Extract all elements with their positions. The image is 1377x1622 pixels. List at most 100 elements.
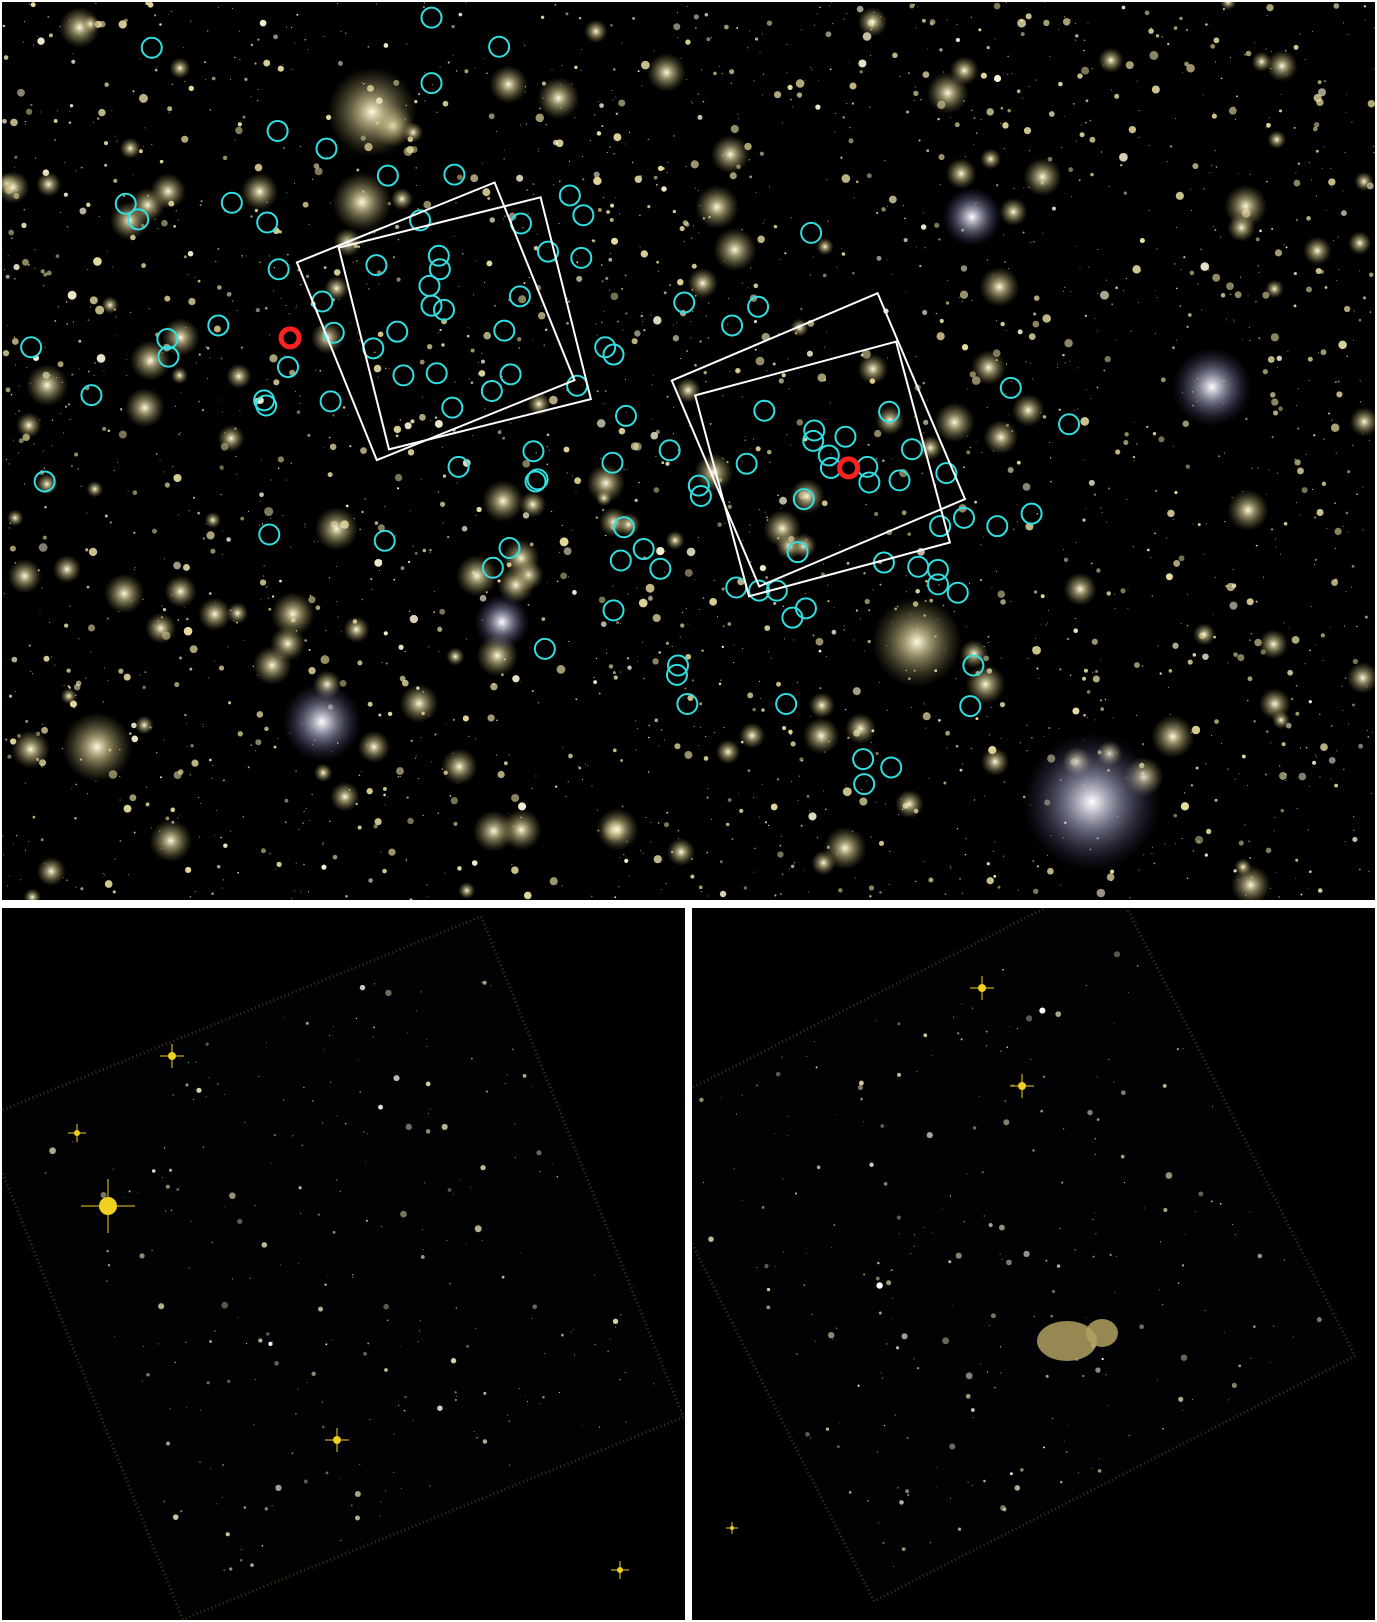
- source: [305, 808, 307, 810]
- source: [255, 739, 262, 746]
- source: [565, 796, 567, 798]
- source: [962, 300, 964, 302]
- source: [1227, 768, 1229, 770]
- source: [481, 1239, 483, 1241]
- source: [581, 49, 583, 51]
- source: [556, 1176, 559, 1178]
- source: [814, 1340, 816, 1342]
- source: [770, 657, 772, 659]
- source: [541, 304, 543, 306]
- source: [1141, 665, 1144, 667]
- source: [259, 261, 261, 264]
- source: [608, 664, 614, 669]
- source: [946, 19, 948, 21]
- source: [1305, 453, 1307, 455]
- source: [884, 803, 886, 805]
- source: [1105, 279, 1107, 281]
- source: [536, 1150, 542, 1156]
- source: [1110, 89, 1112, 91]
- source: [1338, 340, 1347, 350]
- source: [546, 463, 549, 466]
- source: [219, 465, 224, 470]
- source: [311, 793, 313, 795]
- source: [1231, 1382, 1237, 1388]
- source: [426, 1045, 428, 1048]
- source: [175, 210, 178, 212]
- source: [722, 625, 725, 627]
- source: [174, 1361, 176, 1364]
- source: [582, 178, 585, 181]
- source: [345, 32, 347, 34]
- source: [782, 726, 787, 731]
- source: [1157, 645, 1159, 647]
- source: [1295, 218, 1298, 221]
- source: [741, 1200, 743, 1202]
- source: [185, 617, 189, 621]
- source: [268, 1341, 273, 1347]
- galaxy: [999, 197, 1028, 226]
- source: [1081, 124, 1083, 126]
- source: [439, 608, 446, 615]
- source: [1083, 49, 1085, 52]
- source: [363, 1131, 365, 1133]
- source: [1274, 816, 1276, 818]
- source: [655, 183, 658, 186]
- source: [417, 1340, 419, 1343]
- source: [680, 57, 682, 59]
- source: [690, 101, 693, 103]
- source: [247, 766, 250, 769]
- source: [652, 658, 659, 665]
- source: [217, 285, 222, 290]
- source: [605, 276, 609, 281]
- source: [368, 287, 370, 290]
- source: [691, 310, 694, 313]
- source: [972, 1126, 977, 1130]
- source: [1279, 772, 1287, 780]
- source: [1169, 145, 1173, 148]
- source: [1151, 846, 1154, 848]
- source: [382, 868, 387, 874]
- source: [540, 15, 545, 20]
- source: [133, 831, 136, 834]
- source: [1146, 425, 1149, 429]
- source: [66, 226, 69, 228]
- source: [1356, 625, 1358, 628]
- source: [1020, 32, 1025, 37]
- source: [1005, 2, 1007, 4]
- source: [1058, 727, 1060, 729]
- source: [373, 352, 375, 354]
- source: [256, 711, 264, 718]
- source: [875, 458, 878, 460]
- source: [321, 1122, 324, 1124]
- source: [374, 351, 376, 353]
- source: [123, 804, 132, 813]
- source: [1295, 711, 1300, 716]
- source: [878, 840, 885, 846]
- source: [1336, 750, 1338, 752]
- source: [227, 1379, 231, 1384]
- galaxy: [789, 478, 825, 514]
- source: [488, 198, 490, 200]
- source: [275, 1484, 282, 1492]
- source: [524, 1394, 526, 1396]
- source: [782, 1251, 784, 1253]
- source: [1290, 697, 1294, 701]
- source: [1049, 55, 1051, 57]
- source: [1056, 367, 1058, 369]
- target-circle: [157, 345, 180, 368]
- source: [30, 2, 36, 8]
- source: [185, 1341, 187, 1343]
- source: [944, 893, 947, 895]
- source: [746, 47, 749, 49]
- source: [1148, 209, 1150, 211]
- source: [819, 687, 822, 690]
- source: [658, 745, 660, 747]
- source: [842, 116, 845, 119]
- target-circle: [747, 295, 770, 318]
- source: [1151, 853, 1153, 855]
- source: [50, 656, 52, 658]
- source: [426, 895, 428, 897]
- source: [1181, 1264, 1185, 1267]
- source: [299, 403, 301, 405]
- bright-star: [942, 187, 1002, 247]
